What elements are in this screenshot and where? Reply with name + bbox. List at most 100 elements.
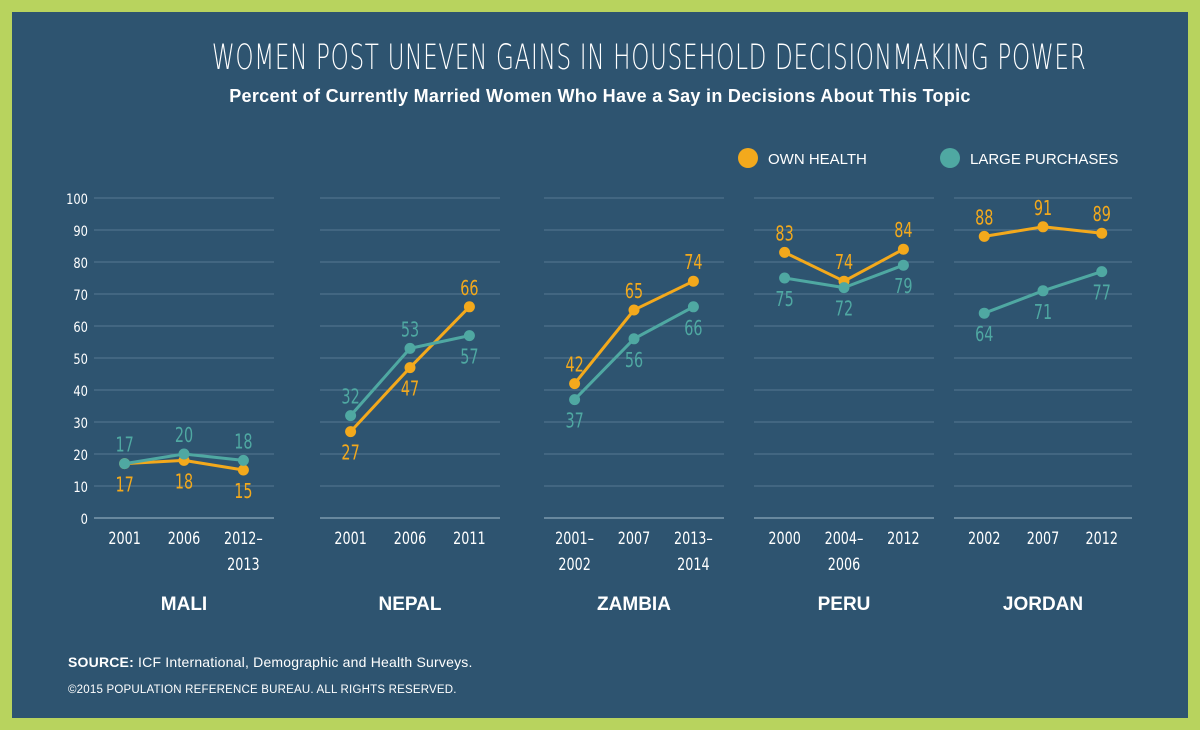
data-point [628,333,640,345]
y-tick-label: 40 [73,384,88,400]
x-tick-label: 2006 [394,528,426,548]
x-tick-label: 2012– [224,528,263,548]
data-label: 64 [975,324,993,347]
data-point [978,230,990,242]
data-label: 84 [894,220,912,243]
x-tick-label: 2002 [968,528,1000,548]
x-tick-label: 2001– [555,528,594,548]
data-label: 88 [975,207,993,230]
data-point [838,282,850,294]
data-point [463,301,475,313]
x-tick-label: 2002 [558,554,590,574]
y-tick-label: 90 [73,224,88,240]
data-label: 32 [341,386,359,409]
x-tick-label: 2014 [677,554,709,574]
data-label: 66 [684,318,702,341]
country-label: ZAMBIA [597,594,671,615]
data-label: 27 [341,442,359,465]
chart-frame: WOMEN POST UNEVEN GAINS IN HOUSEHOLD DEC… [12,12,1188,718]
y-tick-label: 20 [73,448,88,464]
data-label: 57 [460,346,478,369]
data-label: 71 [1034,302,1052,325]
data-label: 18 [175,471,193,494]
x-tick-label: 2007 [618,528,650,548]
y-tick-label: 70 [73,288,88,304]
source-text: ICF International, Demographic and Healt… [133,654,473,670]
x-tick-label: 2007 [1027,528,1059,548]
x-tick-label: 2013 [227,554,259,574]
data-point [404,342,416,354]
chart-canvas: 0 10 20 30 40 50 60 70 80 90 100 2001 2006 2012– 2013 M… [66,148,1132,615]
data-label: 17 [115,434,133,457]
x-tick-label: 2006 [828,554,860,574]
data-label: 18 [234,431,252,454]
data-point [569,378,581,390]
data-point [237,464,249,476]
data-point [897,259,909,271]
data-point [1096,227,1108,239]
y-tick-label: 30 [73,416,88,432]
legend-label: OWN HEALTH [768,151,867,168]
legend-label: LARGE PURCHASES [970,151,1118,168]
y-tick-label: 80 [73,256,88,272]
data-label: 66 [460,278,478,301]
x-tick-label: 2006 [168,528,200,548]
data-label: 37 [565,410,583,433]
data-point [237,454,249,466]
data-point [628,304,640,316]
x-tick-label: 2013– [674,528,713,548]
chart-subtitle: Percent of Currently Married Women Who H… [229,86,971,106]
y-tick-label: 10 [73,480,88,496]
source-label: SOURCE: [68,654,134,670]
x-tick-label: 2001 [334,528,366,548]
data-point [978,307,990,319]
data-point [178,448,190,460]
data-point [687,275,699,287]
data-point [897,243,909,255]
data-point [1037,285,1049,297]
data-point [779,246,791,258]
data-point [1037,221,1049,233]
legend-swatch [738,148,758,168]
y-tick-label: 60 [73,320,88,336]
y-tick-label: 100 [66,192,88,208]
country-label: MALI [161,594,207,615]
data-point [779,272,791,284]
data-label: 77 [1093,282,1111,305]
data-label: 42 [565,354,583,377]
data-point [1096,266,1108,278]
x-tick-label: 2004– [825,528,864,548]
source-note: SOURCE: ICF International, Demographic a… [68,654,473,670]
data-label: 47 [401,378,419,401]
x-tick-label: 2011 [453,528,485,548]
chart-title: WOMEN POST UNEVEN GAINS IN HOUSEHOLD DEC… [211,38,1087,78]
data-point [345,410,357,422]
data-point [345,426,357,438]
legend-swatch [940,148,960,168]
data-point [463,330,475,342]
data-label: 89 [1093,204,1111,227]
data-label: 72 [835,298,853,321]
x-tick-label: 2012 [1086,528,1118,548]
data-label: 20 [175,425,193,448]
data-label: 15 [234,481,252,504]
y-tick-label: 50 [73,352,88,368]
data-label: 74 [684,252,702,275]
data-label: 53 [401,319,419,342]
data-point [687,301,699,313]
x-tick-label: 2012 [887,528,919,548]
data-label: 83 [775,223,793,246]
y-tick-label: 0 [81,512,88,528]
data-label: 56 [625,350,643,373]
data-point [569,394,581,406]
data-label: 74 [835,252,853,275]
data-label: 17 [115,474,133,497]
country-label: JORDAN [1003,594,1083,615]
data-label: 79 [894,276,912,299]
data-label: 75 [775,289,793,312]
data-label: 91 [1034,198,1052,221]
copyright-note: ©2015 POPULATION REFERENCE BUREAU. ALL R… [68,684,457,696]
x-tick-label: 2001 [108,528,140,548]
data-point [119,458,131,470]
data-label: 65 [625,281,643,304]
